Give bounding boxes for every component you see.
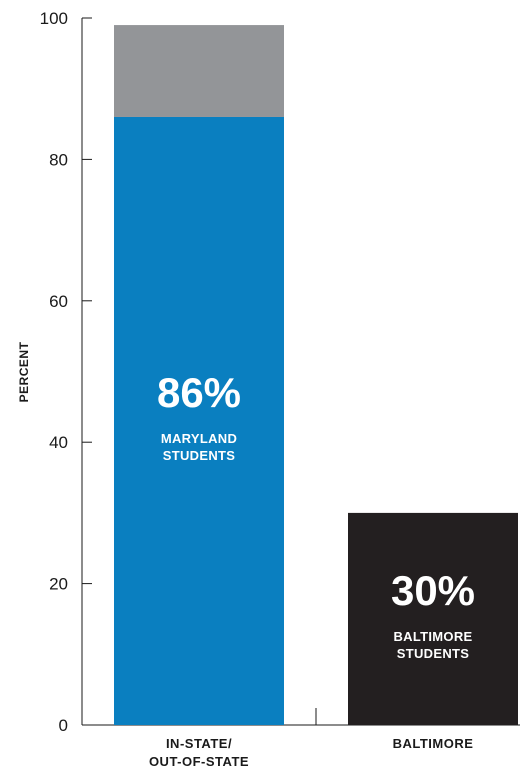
x-category-label: IN-STATE/ [166,736,232,751]
y-tick-label: 100 [40,9,68,28]
bar-value-label: 86% [157,369,241,416]
y-tick-label: 60 [49,292,68,311]
x-category-label: BALTIMORE [393,736,474,751]
bar-segment [348,512,518,725]
y-axis-title: PERCENT [17,341,31,402]
y-tick-label: 40 [49,433,68,452]
y-tick-label: 80 [49,150,68,169]
x-category-label: OUT-OF-STATE [149,754,249,769]
bar-sub-label: MARYLAND [161,431,237,446]
bar-sub-label: STUDENTS [163,448,235,463]
y-tick-label: 20 [49,575,68,594]
bar-segment [114,116,284,726]
bar-sub-label: BALTIMORE [393,629,472,644]
bar-value-label: 30% [391,567,475,614]
bar-sub-label: STUDENTS [397,646,469,661]
bar-segment [114,25,284,117]
y-tick-label: 0 [59,716,68,735]
